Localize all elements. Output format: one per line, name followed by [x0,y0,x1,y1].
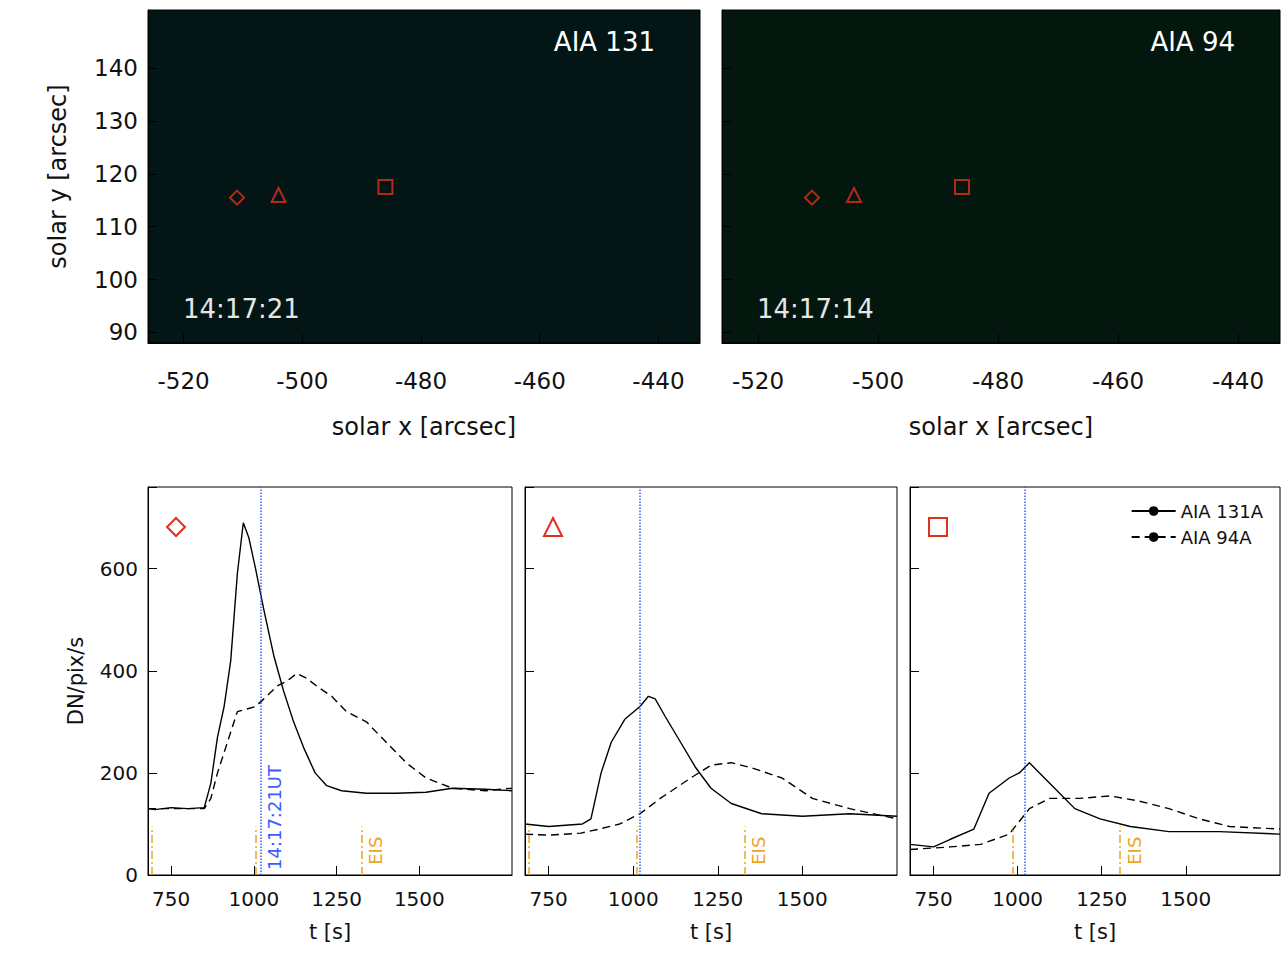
svg-text:EIS: EIS [1124,837,1145,865]
svg-text:EIS: EIS [748,837,769,865]
svg-text:750: 750 [152,887,190,911]
svg-text:110: 110 [94,214,138,240]
svg-text:600: 600 [100,557,138,581]
svg-text:400: 400 [100,659,138,683]
svg-text:-440: -440 [1212,368,1264,394]
svg-text:0: 0 [125,863,138,887]
svg-text:-440: -440 [632,368,684,394]
svg-text:14:17:21: 14:17:21 [183,294,300,324]
svg-text:AIA 94: AIA 94 [1150,27,1235,57]
svg-text:AIA 94A: AIA 94A [1181,527,1253,548]
svg-text:200: 200 [100,761,138,785]
svg-text:-520: -520 [732,368,784,394]
svg-text:750: 750 [530,887,568,911]
svg-text:-500: -500 [276,368,328,394]
svg-text:t [s]: t [s] [1074,920,1116,944]
svg-text:solar x [arcsec]: solar x [arcsec] [909,413,1093,441]
svg-text:AIA 131: AIA 131 [554,27,655,57]
svg-text:EIS: EIS [365,837,386,865]
svg-text:t [s]: t [s] [690,920,732,944]
svg-text:DN/pix/s: DN/pix/s [64,637,88,726]
svg-text:14:17:21UT: 14:17:21UT [264,764,285,870]
svg-text:1250: 1250 [1076,887,1127,911]
svg-text:1250: 1250 [692,887,743,911]
svg-text:t [s]: t [s] [309,920,351,944]
svg-text:14:17:14: 14:17:14 [757,294,874,324]
svg-text:-460: -460 [514,368,566,394]
svg-text:-480: -480 [395,368,447,394]
svg-text:1500: 1500 [394,887,445,911]
svg-text:1500: 1500 [777,887,828,911]
svg-text:140: 140 [94,55,138,81]
svg-text:-500: -500 [852,368,904,394]
svg-text:AIA 131A: AIA 131A [1181,501,1264,522]
svg-text:750: 750 [914,887,952,911]
svg-text:solar y [arcsec]: solar y [arcsec] [44,84,72,268]
svg-text:solar x [arcsec]: solar x [arcsec] [332,413,516,441]
svg-text:-460: -460 [1092,368,1144,394]
svg-text:1000: 1000 [228,887,279,911]
svg-text:100: 100 [94,267,138,293]
svg-text:1250: 1250 [311,887,362,911]
svg-text:1000: 1000 [992,887,1043,911]
svg-text:-520: -520 [158,368,210,394]
svg-text:90: 90 [109,319,138,345]
svg-text:130: 130 [94,108,138,134]
svg-text:-480: -480 [972,368,1024,394]
svg-text:1500: 1500 [1160,887,1211,911]
svg-text:1000: 1000 [608,887,659,911]
svg-text:120: 120 [94,161,138,187]
